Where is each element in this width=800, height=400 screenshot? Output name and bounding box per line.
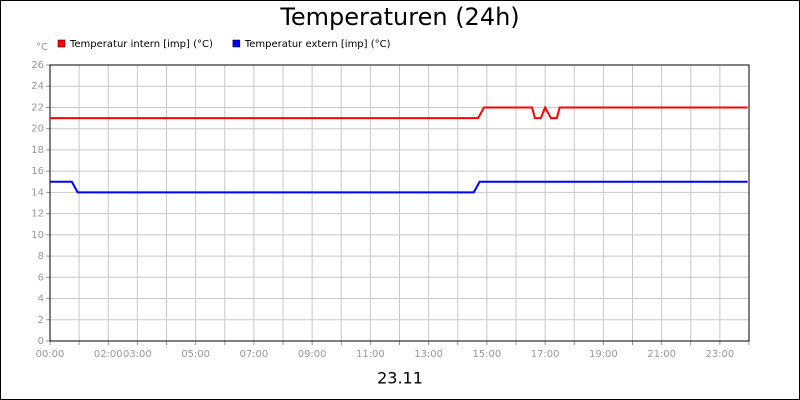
x-tick-label: 21:00 [647,349,676,360]
y-tick-label: 2 [38,315,44,326]
x-tick-label: 11:00 [356,349,385,360]
y-tick-label: 22 [31,102,44,113]
x-tick-label: 15:00 [472,349,501,360]
legend-label: Temperatur extern [imp] (°C) [244,39,391,50]
x-tick-label: 07:00 [239,349,268,360]
legend-label: Temperatur intern [imp] (°C) [69,39,213,50]
x-tick-label: 09:00 [298,349,327,360]
x-tick-label: 02:00 [94,349,123,360]
y-tick-label: 26 [31,60,44,71]
legend-swatch [232,39,241,48]
y-tick-label: 16 [31,166,44,177]
x-tick-label: 23:00 [705,349,734,360]
y-tick-label: 12 [31,209,44,220]
y-tick-label: 8 [38,251,44,262]
x-tick-label: 13:00 [414,349,443,360]
y-tick-label: 0 [38,336,44,347]
x-tick-label: 05:00 [181,349,210,360]
y-tick-label: 20 [31,124,44,135]
series-line [50,180,748,194]
x-tick-label: 19:00 [589,349,618,360]
y-tick-label: 6 [38,272,44,283]
y-tick-label: 10 [31,230,44,241]
y-tick-label: 24 [31,81,44,92]
plot-frame [49,64,750,342]
x-tick-label: 00:00 [36,349,65,360]
series-line [50,105,748,120]
y-tick-label: 14 [31,187,44,198]
chart-title: Temperaturen (24h) [279,3,519,31]
y-tick-label: 4 [38,294,44,305]
y-tick-label: 18 [31,145,44,156]
x-tick-label: 17:00 [531,349,560,360]
x-axis-label: 23.11 [377,369,423,388]
x-tick-label: 03:00 [123,349,152,360]
y-axis-unit: °C [36,42,48,53]
legend-swatch [57,39,66,48]
